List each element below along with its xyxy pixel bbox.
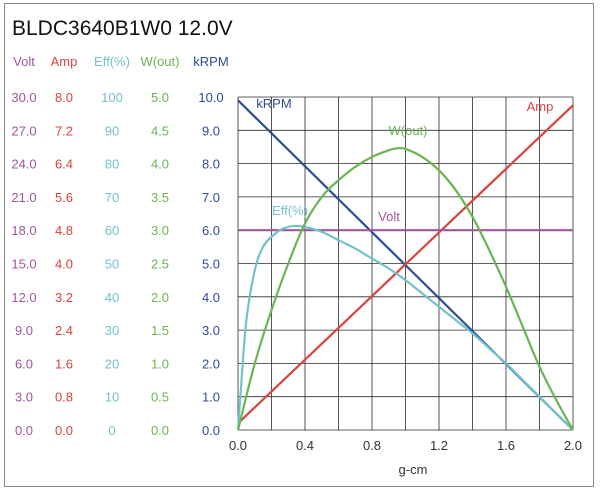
line-label-amp: Amp <box>527 99 554 114</box>
y-tick-amp: 1.6 <box>55 356 73 371</box>
chart-frame <box>4 3 594 487</box>
y-tick-krpm: 2.0 <box>202 356 220 371</box>
y-tick-amp: 0.0 <box>55 423 73 438</box>
series-lines <box>236 99 574 431</box>
y-tick-eff: 90 <box>105 123 119 138</box>
y-tick-wout: 0.5 <box>151 390 169 405</box>
axis-header-amp: Amp <box>51 54 78 69</box>
line-label-volt: Volt <box>378 209 400 224</box>
line-label-wout: W(out) <box>389 123 428 138</box>
series-line-eff <box>236 224 574 431</box>
y-tick-wout: 5.0 <box>151 90 169 105</box>
y-tick-eff: 0 <box>108 423 115 438</box>
axis-header-wout: W(out) <box>141 54 180 69</box>
y-tick-eff: 10 <box>105 390 119 405</box>
y-tick-amp: 4.0 <box>55 257 73 272</box>
axis-headers: Volt Amp Eff(%) W(out) kRPM <box>13 54 229 69</box>
y-tick-krpm: 5.0 <box>202 257 220 272</box>
x-tick-label: 2.0 <box>564 438 582 453</box>
y-tick-volt: 27.0 <box>11 123 36 138</box>
y-tick-volt: 21.0 <box>11 190 36 205</box>
axis-header-volt: Volt <box>13 54 35 69</box>
y-tick-krpm: 6.0 <box>202 223 220 238</box>
y-tick-krpm: 9.0 <box>202 123 220 138</box>
y-tick-krpm: 10.0 <box>198 90 223 105</box>
line-label-eff: Eff(%) <box>272 203 308 218</box>
y-tick-volt: 18.0 <box>11 223 36 238</box>
axis-header-krpm: kRPM <box>193 54 228 69</box>
y-tick-eff: 80 <box>105 157 119 172</box>
y-tick-krpm: 1.0 <box>202 390 220 405</box>
y-tick-volt: 15.0 <box>11 257 36 272</box>
y-tick-volt: 30.0 <box>11 90 36 105</box>
y-tick-columns: 30.0 27.0 24.0 21.0 18.0 15.0 12.0 9.0 6.0 3.0 0.0… <box>11 90 223 438</box>
y-tick-volt: 24.0 <box>11 157 36 172</box>
y-tick-eff: 70 <box>105 190 119 205</box>
axis-header-eff: Eff(%) <box>94 54 130 69</box>
y-tick-amp: 0.8 <box>55 390 73 405</box>
x-tick-label: 1.6 <box>497 438 515 453</box>
y-tick-amp: 8.0 <box>55 90 73 105</box>
y-tick-volt: 0.0 <box>15 423 33 438</box>
y-tick-amp: 3.2 <box>55 290 73 305</box>
x-tick-label: 1.2 <box>430 438 448 453</box>
y-tick-wout: 1.0 <box>151 356 169 371</box>
series-line-wout <box>236 146 574 431</box>
y-tick-krpm: 3.0 <box>202 323 220 338</box>
chart-title: BLDC3640B1W0 12.0V <box>12 17 233 40</box>
y-tick-wout: 0.0 <box>151 423 169 438</box>
y-tick-volt: 3.0 <box>15 390 33 405</box>
y-tick-wout: 3.0 <box>151 223 169 238</box>
y-tick-eff: 30 <box>105 323 119 338</box>
y-tick-krpm: 8.0 <box>202 157 220 172</box>
y-tick-eff: 50 <box>105 257 119 272</box>
line-label-krpm: kRPM <box>256 96 291 111</box>
y-tick-eff: 40 <box>105 290 119 305</box>
y-tick-eff: 60 <box>105 223 119 238</box>
y-tick-eff: 100 <box>101 90 123 105</box>
y-tick-krpm: 0.0 <box>202 423 220 438</box>
y-tick-volt: 12.0 <box>11 290 36 305</box>
y-tick-amp: 6.4 <box>55 157 73 172</box>
y-tick-amp: 2.4 <box>55 323 73 338</box>
x-tick-labels: 0.0 0.4 0.8 1.2 1.6 2.0 <box>229 438 582 453</box>
x-tick-label: 0.0 <box>229 438 247 453</box>
y-tick-wout: 2.0 <box>151 290 169 305</box>
y-tick-wout: 4.0 <box>151 157 169 172</box>
y-tick-wout: 1.5 <box>151 323 169 338</box>
x-axis-label: g-cm <box>399 462 428 477</box>
y-tick-amp: 7.2 <box>55 123 73 138</box>
y-tick-volt: 6.0 <box>15 356 33 371</box>
y-tick-krpm: 7.0 <box>202 190 220 205</box>
y-tick-eff: 20 <box>105 356 119 371</box>
x-tick-label: 0.4 <box>296 438 314 453</box>
y-tick-wout: 4.5 <box>151 123 169 138</box>
y-tick-krpm: 4.0 <box>202 290 220 305</box>
y-tick-wout: 3.5 <box>151 190 169 205</box>
y-tick-amp: 4.8 <box>55 223 73 238</box>
line-labels: kRPM Amp Volt Eff(%) W(out) <box>256 96 553 224</box>
x-tick-label: 0.8 <box>363 438 381 453</box>
y-tick-volt: 9.0 <box>15 323 33 338</box>
series-line-amp <box>237 104 574 425</box>
y-tick-amp: 5.6 <box>55 190 73 205</box>
y-tick-wout: 2.5 <box>151 257 169 272</box>
